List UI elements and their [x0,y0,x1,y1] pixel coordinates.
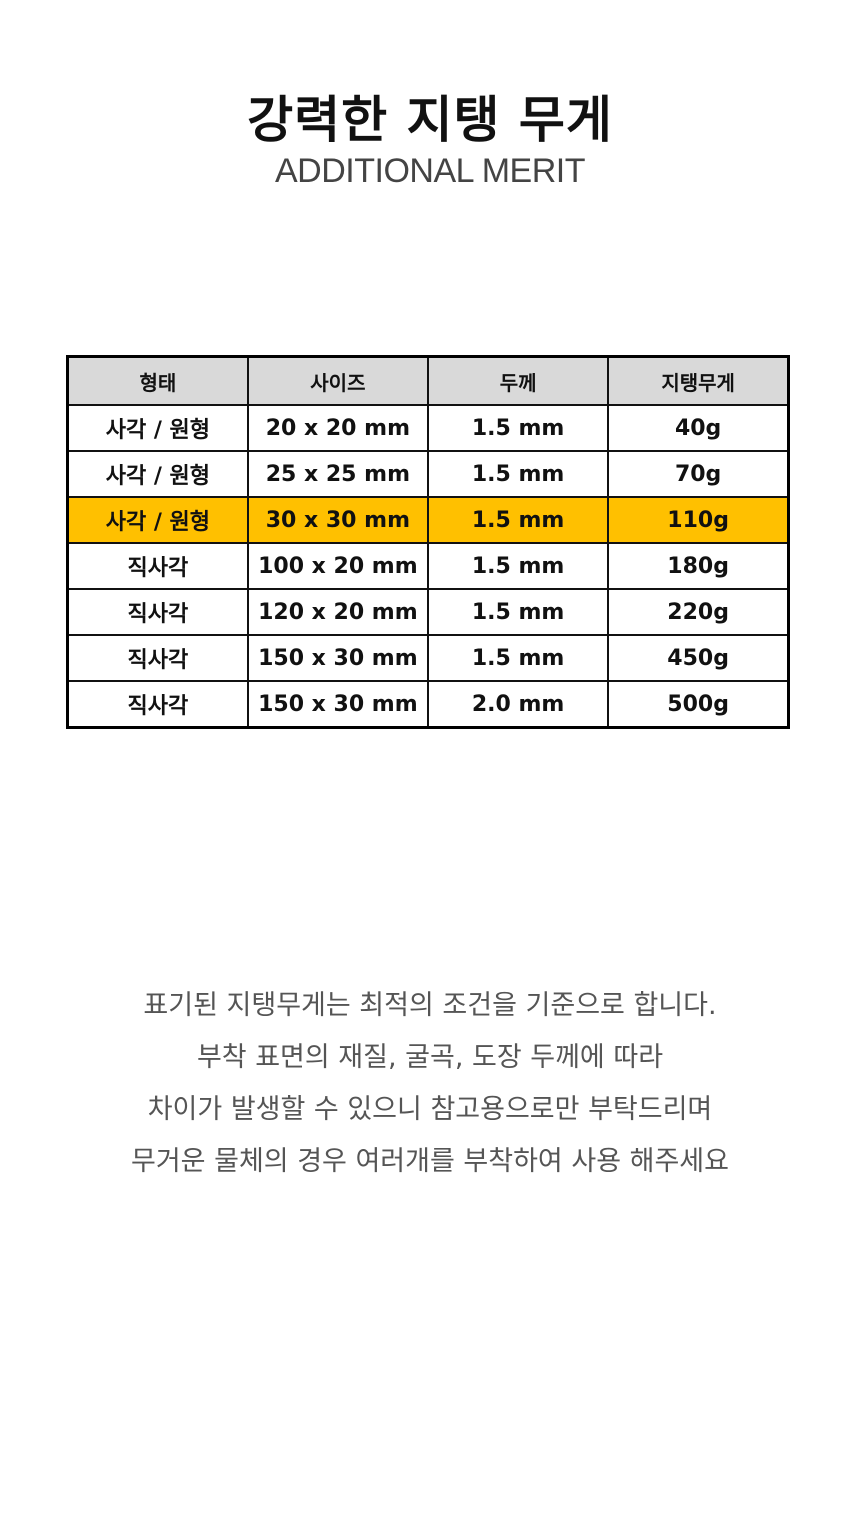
cell-thickness: 1.5 mm [426,634,610,682]
table-row: 직사각 120 x 20 mm 1.5 mm 220g [66,588,790,636]
notice-line: 무거운 물체의 경우 여러개를 부착하여 사용 해주세요 [131,1146,729,1177]
cell-size: 150 x 30 mm [246,680,430,729]
notice-line: 차이가 발생할 수 있으니 참고용으로만 부탁드리며 [147,1094,713,1125]
notice-line: 표기된 지탱무게는 최적의 조건을 기준으로 합니다. [143,990,717,1021]
cell-shape: 직사각 [66,680,249,729]
cell-size: 100 x 20 mm [246,542,430,590]
table-row: 사각 / 원형 30 x 30 mm 1.5 mm 110g [66,496,790,544]
table-row: 사각 / 원형 20 x 20 mm 1.5 mm 40g [66,404,790,452]
cell-shape: 직사각 [66,542,249,590]
notice-line: 부착 표면의 재질, 굴곡, 도장 두께에 따라 [196,1042,664,1073]
cell-shape: 사각 / 원형 [66,496,249,544]
header-thickness: 두께 [426,355,610,406]
cell-thickness: 1.5 mm [426,450,610,498]
cell-size: 20 x 20 mm [246,404,430,452]
notice-text: 표기된 지탱무게는 최적의 조건을 기준으로 합니다. 부착 표면의 재질, 굴… [0,980,860,1188]
cell-weight: 500g [607,680,790,729]
page-title: 강력한 지탱 무게 [247,91,613,149]
cell-weight: 450g [607,634,790,682]
cell-size: 30 x 30 mm [246,496,430,544]
page-subtitle: ADDITIONAL MERIT [275,152,586,190]
cell-thickness: 1.5 mm [426,588,610,636]
cell-weight: 40g [607,404,790,452]
table-row: 직사각 100 x 20 mm 1.5 mm 180g [66,542,790,590]
cell-shape: 직사각 [66,588,249,636]
header-size: 사이즈 [246,355,430,406]
cell-weight: 180g [607,542,790,590]
cell-shape: 직사각 [66,634,249,682]
cell-thickness: 1.5 mm [426,496,610,544]
cell-thickness: 1.5 mm [426,404,610,452]
cell-shape: 사각 / 원형 [66,450,249,498]
cell-weight: 110g [607,496,790,544]
weight-table: 형태 사이즈 두께 지탱무게 사각 / 원형 20 x 20 mm 1.5 mm 40… [66,355,790,729]
table-header-row: 형태 사이즈 두께 지탱무게 [66,355,790,406]
cell-weight: 70g [607,450,790,498]
cell-weight: 220g [607,588,790,636]
cell-thickness: 1.5 mm [426,542,610,590]
header-weight: 지탱무게 [607,355,790,406]
table-row: 직사각 150 x 30 mm 2.0 mm 500g [66,680,790,729]
table-row: 직사각 150 x 30 mm 1.5 mm 450g [66,634,790,682]
cell-size: 150 x 30 mm [246,634,430,682]
cell-size: 120 x 20 mm [246,588,430,636]
cell-thickness: 2.0 mm [426,680,610,729]
cell-size: 25 x 25 mm [246,450,430,498]
table-row: 사각 / 원형 25 x 25 mm 1.5 mm 70g [66,450,790,498]
cell-shape: 사각 / 원형 [66,404,249,452]
header-shape: 형태 [66,355,249,406]
